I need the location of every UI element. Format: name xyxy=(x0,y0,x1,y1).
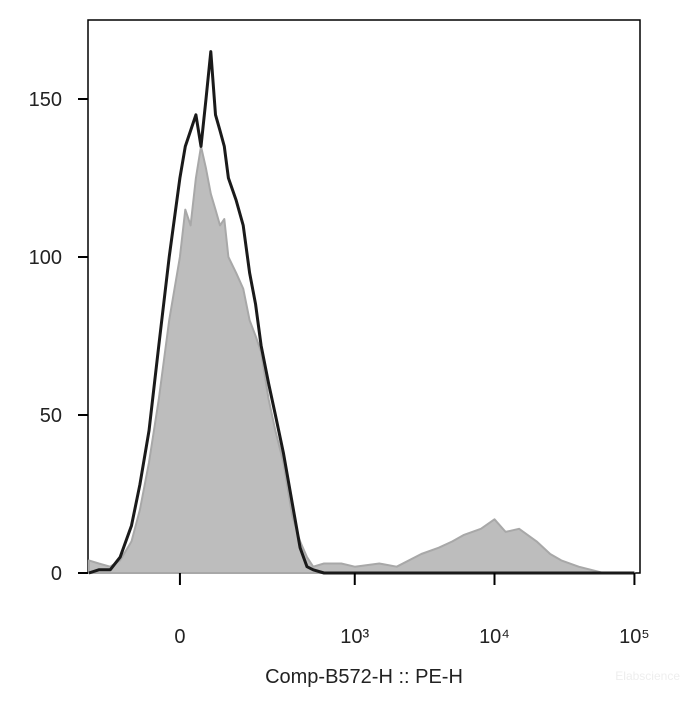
y-tick-label: 50 xyxy=(40,405,62,427)
x-tick-label: 10³ xyxy=(340,626,369,648)
x-tick-label: 0 xyxy=(174,626,185,648)
y-tick-label: 0 xyxy=(51,563,62,585)
control-histogram xyxy=(87,145,636,574)
sample-histogram xyxy=(88,50,635,575)
watermark: Elabscience xyxy=(615,669,680,683)
y-tick-label: 150 xyxy=(29,89,62,111)
y-tick-label: 100 xyxy=(29,247,62,269)
x-tick-label: 10⁵ xyxy=(619,626,650,648)
x-tick-label: 10⁴ xyxy=(479,626,510,648)
x-axis-label: Comp-B572-H :: PE-H xyxy=(265,666,463,688)
